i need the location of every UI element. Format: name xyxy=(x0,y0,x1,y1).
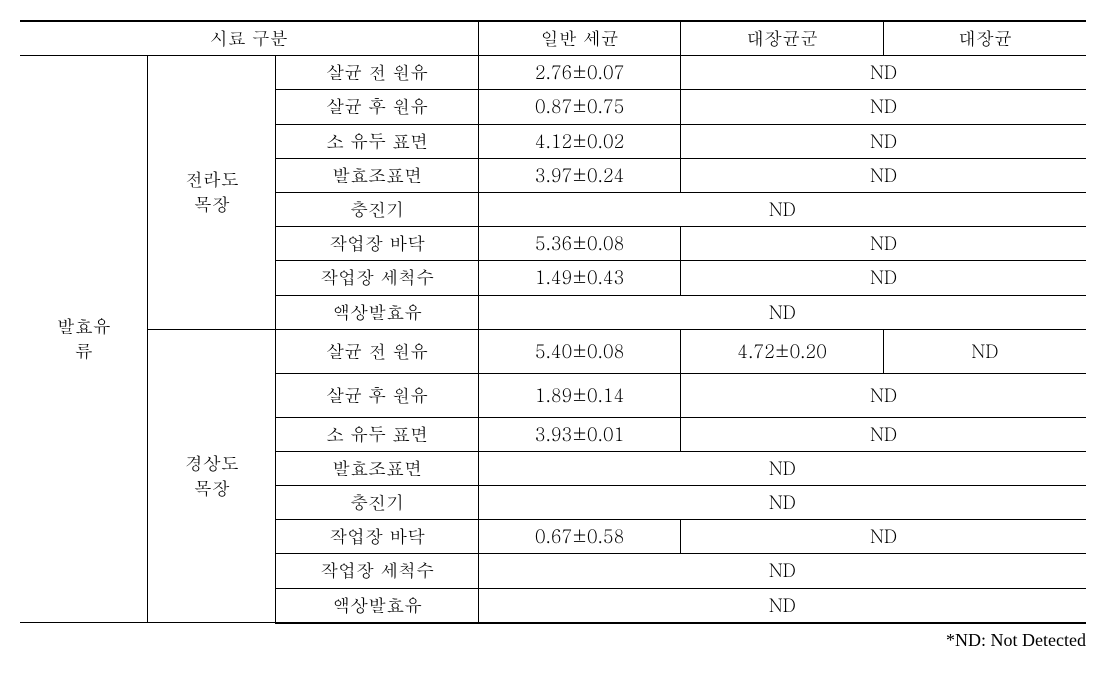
table-row: 경상도 목장 살균 전 원유 5.40±0.08 4.72±0.20 ND xyxy=(20,329,1086,373)
farm-line2: 목장 xyxy=(194,476,230,501)
table-row: 발효유 류 전라도 목장 살균 전 원유 2.76±0.07 ND xyxy=(20,56,1086,90)
value-cell: 5.36±0.08 xyxy=(478,227,681,261)
value-cell: ND xyxy=(681,520,1086,554)
item-cell: 살균 전 원유 xyxy=(276,56,479,90)
value-cell: ND xyxy=(478,451,1086,485)
value-cell: ND xyxy=(681,124,1086,158)
header-ecoli: 대장균 xyxy=(883,21,1086,56)
item-cell: 살균 후 원유 xyxy=(276,90,479,124)
item-cell: 소 유두 표면 xyxy=(276,124,479,158)
item-cell: 작업장 바닥 xyxy=(276,227,479,261)
value-cell: 1.49±0.43 xyxy=(478,261,681,295)
item-cell: 살균 후 원유 xyxy=(276,373,479,417)
value-cell: ND xyxy=(478,486,1086,520)
footnote: *ND: Not Detected xyxy=(20,624,1086,653)
value-cell: ND xyxy=(681,261,1086,295)
value-cell: 0.67±0.58 xyxy=(478,520,681,554)
value-cell: 3.97±0.24 xyxy=(478,158,681,192)
farm-jeolla: 전라도 목장 xyxy=(148,56,276,330)
value-cell: ND xyxy=(478,192,1086,226)
item-cell: 작업장 세척수 xyxy=(276,554,479,588)
value-cell: ND xyxy=(681,373,1086,417)
item-cell: 작업장 세척수 xyxy=(276,261,479,295)
value-cell: 3.93±0.01 xyxy=(478,417,681,451)
value-cell: ND xyxy=(478,588,1086,623)
item-cell: 액상발효유 xyxy=(276,295,479,329)
value-cell: 5.40±0.08 xyxy=(478,329,681,373)
value-cell: ND xyxy=(478,554,1086,588)
item-cell: 충진기 xyxy=(276,192,479,226)
item-cell: 발효조표면 xyxy=(276,451,479,485)
item-cell: 발효조표면 xyxy=(276,158,479,192)
value-cell: ND xyxy=(681,158,1086,192)
value-cell: 4.12±0.02 xyxy=(478,124,681,158)
value-cell: 1.89±0.14 xyxy=(478,373,681,417)
farm-line1: 경상도 xyxy=(185,451,239,476)
item-cell: 살균 전 원유 xyxy=(276,329,479,373)
value-cell: ND xyxy=(681,227,1086,261)
item-cell: 액상발효유 xyxy=(276,588,479,623)
item-cell: 작업장 바닥 xyxy=(276,520,479,554)
farm-line2: 목장 xyxy=(194,192,230,217)
category-line2: 류 xyxy=(75,339,93,364)
value-cell: 0.87±0.75 xyxy=(478,90,681,124)
value-cell: ND xyxy=(883,329,1086,373)
value-cell: ND xyxy=(681,56,1086,90)
value-cell: 4.72±0.20 xyxy=(681,329,884,373)
header-coliform: 대장균군 xyxy=(681,21,884,56)
category-line1: 발효유 xyxy=(57,314,111,339)
header-sample: 시료 구분 xyxy=(20,21,478,56)
value-cell: ND xyxy=(681,417,1086,451)
value-cell: ND xyxy=(478,295,1086,329)
item-cell: 충진기 xyxy=(276,486,479,520)
data-table: 시료 구분 일반 세균 대장균군 대장균 발효유 류 전라도 목장 살균 전 원… xyxy=(20,20,1086,624)
value-cell: 2.76±0.07 xyxy=(478,56,681,90)
header-row: 시료 구분 일반 세균 대장균군 대장균 xyxy=(20,21,1086,56)
farm-gyeongsang: 경상도 목장 xyxy=(148,329,276,623)
item-cell: 소 유두 표면 xyxy=(276,417,479,451)
farm-line1: 전라도 xyxy=(185,167,239,192)
value-cell: ND xyxy=(681,90,1086,124)
header-general: 일반 세균 xyxy=(478,21,681,56)
category-cell: 발효유 류 xyxy=(20,56,148,623)
